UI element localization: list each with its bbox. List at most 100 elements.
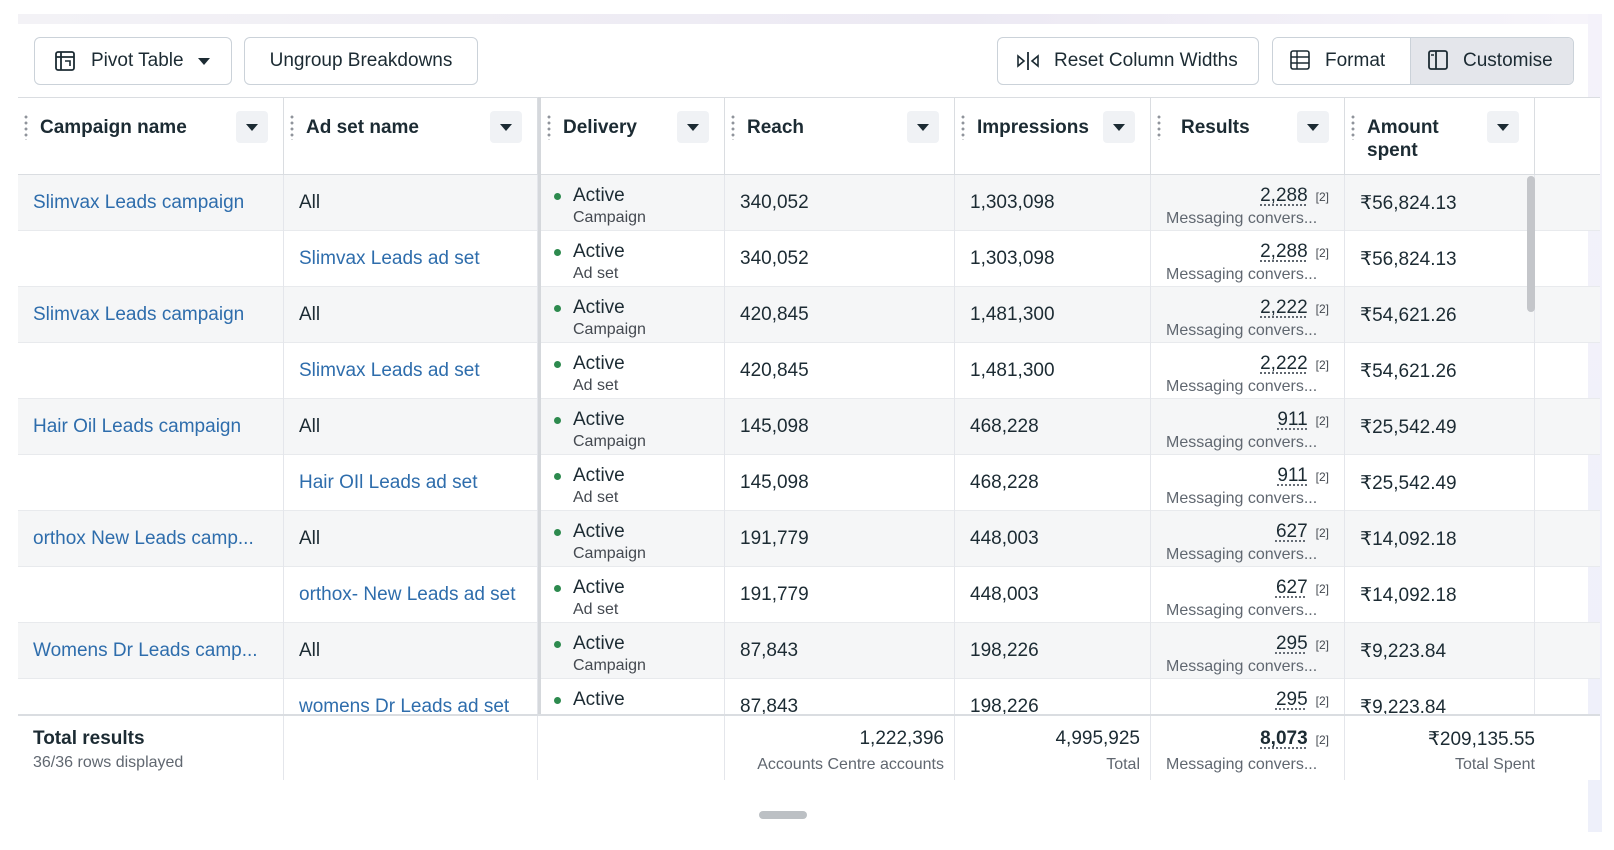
- cell-reach: 87,843: [725, 679, 955, 720]
- delivery-level: Ad set: [573, 601, 619, 618]
- results-badge: [2]: [1315, 245, 1329, 260]
- cell-results: 295 [2] Messaging convers...: [1151, 623, 1345, 679]
- ad-set-name-link[interactable]: Slimvax Leads ad set: [299, 360, 480, 381]
- results-number[interactable]: 2,222: [1260, 352, 1308, 374]
- campaign-name-link[interactable]: Slimvax Leads campaign: [33, 304, 245, 325]
- results-badge: [2]: [1315, 637, 1329, 652]
- results-value: 2,222 [2] Messaging convers...: [1151, 291, 1344, 340]
- cell-value-impressions: 1,481,300: [970, 304, 1055, 325]
- results-number[interactable]: 2,222: [1260, 296, 1308, 318]
- frozen-column-divider[interactable]: [538, 97, 541, 779]
- drag-handle-icon[interactable]: [731, 114, 735, 140]
- table-row: Slimvax Leads ad set Active Ad set 340,052 1…: [18, 231, 1600, 287]
- cell-results: 2,288 [2] Messaging convers...: [1151, 231, 1345, 287]
- drag-handle-icon[interactable]: [1157, 114, 1161, 140]
- ad-set-name-link[interactable]: orthox- New Leads ad set: [299, 584, 516, 605]
- campaign-name-link[interactable]: orthox New Leads camp...: [33, 528, 254, 549]
- status-dot-icon: [554, 472, 561, 480]
- delivery-level: Campaign: [573, 657, 646, 674]
- drag-handle-icon[interactable]: [290, 114, 294, 140]
- ad-set-name-link[interactable]: Slimvax Leads ad set: [299, 248, 480, 269]
- cell-campaign: [18, 455, 284, 511]
- cell-campaign: [18, 343, 284, 399]
- cell-delivery: Active Ad set: [541, 567, 725, 623]
- delivery-level: Campaign: [573, 545, 646, 562]
- column-header-ad-set-name[interactable]: Ad set name: [284, 98, 538, 174]
- cell-spent: ₹14,092.18: [1345, 511, 1535, 567]
- column-header-results[interactable]: Results: [1151, 98, 1345, 174]
- column-header-campaign-name[interactable]: Campaign name: [18, 98, 284, 174]
- horizontal-scrollbar[interactable]: [759, 811, 807, 819]
- ungroup-breakdowns-button[interactable]: Ungroup Breakdowns: [244, 37, 478, 85]
- column-header-delivery[interactable]: Delivery: [541, 98, 725, 174]
- delivery-status-text: Active: [573, 409, 625, 430]
- reset-column-widths-label: Reset Column Widths: [1054, 50, 1238, 71]
- drag-handle-icon[interactable]: [24, 114, 28, 140]
- drag-handle-icon[interactable]: [961, 114, 965, 140]
- ad-set-name-link[interactable]: womens Dr Leads ad set: [299, 696, 510, 717]
- table-row: Womens Dr Leads camp... All Active Campaign…: [18, 623, 1600, 679]
- campaign-name-link[interactable]: Womens Dr Leads camp...: [33, 640, 258, 661]
- drag-handle-icon[interactable]: [547, 114, 551, 140]
- delivery-level: Campaign: [573, 209, 646, 226]
- ad-set-name-link[interactable]: Hair OIl Leads ad set: [299, 472, 478, 493]
- chevron-down-icon[interactable]: [236, 111, 268, 143]
- drag-handle-icon[interactable]: [1351, 114, 1355, 140]
- delivery-status: Active Ad set: [541, 235, 625, 283]
- delivery-level: Campaign: [573, 321, 646, 338]
- results-number[interactable]: 295: [1275, 688, 1308, 710]
- status-dot-icon: [554, 528, 561, 536]
- cell-spent: ₹54,621.26: [1345, 343, 1535, 399]
- results-number[interactable]: 627: [1275, 520, 1308, 542]
- delivery-status-text: Active: [573, 353, 625, 374]
- chevron-down-icon[interactable]: [490, 111, 522, 143]
- pivot-table-label: Pivot Table: [91, 50, 184, 71]
- column-header-amount-spent[interactable]: Amount spent: [1345, 98, 1535, 174]
- rows-displayed-count: 36/36 rows displayed: [33, 754, 184, 771]
- format-button[interactable]: Format: [1273, 38, 1411, 84]
- status-dot-icon: [554, 584, 561, 592]
- total-results[interactable]: 8,073: [1260, 728, 1308, 749]
- delivery-status-text: Active: [573, 297, 625, 318]
- result-type: Messaging convers...: [1166, 433, 1318, 451]
- total-reach-label: Accounts Centre accounts: [757, 756, 944, 773]
- cell-campaign: orthox New Leads camp...: [18, 511, 284, 567]
- results-number[interactable]: 911: [1277, 464, 1308, 486]
- results-number[interactable]: 2,288: [1260, 240, 1308, 262]
- column-header-reach[interactable]: Reach: [725, 98, 955, 174]
- vertical-scrollbar[interactable]: [1527, 176, 1535, 312]
- results-number[interactable]: 295: [1275, 632, 1308, 654]
- pivot-table-button[interactable]: Pivot Table: [34, 37, 232, 85]
- reset-column-widths-button[interactable]: Reset Column Widths: [997, 37, 1259, 85]
- chevron-down-icon[interactable]: [1297, 111, 1329, 143]
- results-number[interactable]: 2,288: [1260, 184, 1308, 206]
- results-number[interactable]: 627: [1275, 576, 1308, 598]
- campaign-name-link[interactable]: Slimvax Leads campaign: [33, 192, 245, 213]
- chevron-down-icon[interactable]: [1103, 111, 1135, 143]
- cell-reach: 145,098: [725, 455, 955, 511]
- cell-delivery: Active Campaign: [541, 287, 725, 343]
- results-number[interactable]: 911: [1277, 408, 1308, 430]
- results-badge: [2]: [1315, 581, 1329, 596]
- cell-value-spent: ₹54,621.26: [1360, 360, 1457, 382]
- delivery-status-text: Active: [573, 465, 625, 486]
- result-type: Messaging convers...: [1166, 209, 1318, 227]
- chevron-down-icon[interactable]: [907, 111, 939, 143]
- chevron-down-icon[interactable]: [677, 111, 709, 143]
- customise-button[interactable]: Customise: [1411, 38, 1573, 84]
- cell-campaign: [18, 679, 284, 720]
- cell-reach: 420,845: [725, 343, 955, 399]
- delivery-level: Ad set: [573, 377, 619, 394]
- top-gradient-bar: [18, 14, 1588, 24]
- cell-value-impressions: 1,303,098: [970, 192, 1055, 213]
- cell-delivery: Active Campaign: [541, 175, 725, 231]
- totals-row: Total results 36/36 rows displayed 1,222…: [18, 714, 1600, 780]
- delivery-status-text: Active: [573, 689, 625, 710]
- cell-delivery: Active Ad set: [541, 231, 725, 287]
- column-header-impressions[interactable]: Impressions: [955, 98, 1151, 174]
- campaign-name-link[interactable]: Hair Oil Leads campaign: [33, 416, 242, 437]
- chevron-down-icon[interactable]: [1487, 111, 1519, 143]
- cell-spent: ₹25,542.49: [1345, 399, 1535, 455]
- cell-campaign: [18, 231, 284, 287]
- total-impressions-label: Total: [1106, 756, 1140, 773]
